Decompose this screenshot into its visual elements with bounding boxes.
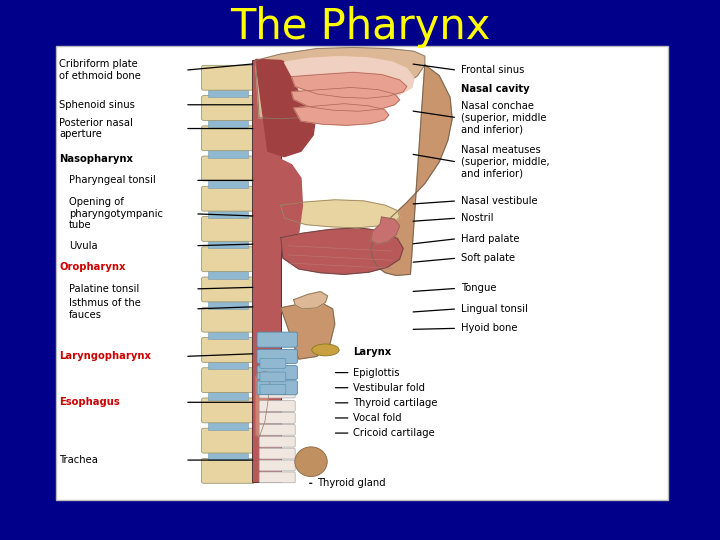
Text: Cricoid cartilage: Cricoid cartilage [353,428,435,438]
FancyBboxPatch shape [259,413,295,423]
FancyBboxPatch shape [202,277,255,302]
Polygon shape [284,57,414,102]
FancyBboxPatch shape [202,186,255,211]
FancyBboxPatch shape [259,448,295,459]
FancyBboxPatch shape [202,428,255,453]
Text: Nasal conchae
(superior, middle
and inferior): Nasal conchae (superior, middle and infe… [461,101,546,134]
Text: Posterior nasal
aperture: Posterior nasal aperture [59,118,133,139]
Text: Uvula: Uvula [69,241,98,251]
Polygon shape [256,372,270,437]
Text: Nasal vestibule: Nasal vestibule [461,196,537,206]
FancyBboxPatch shape [208,271,248,279]
Text: Cribriform plate
of ethmoid bone: Cribriform plate of ethmoid bone [59,59,141,81]
Text: Opening of
pharyngotympanic
tube: Opening of pharyngotympanic tube [69,197,163,231]
FancyBboxPatch shape [208,422,248,430]
Polygon shape [292,87,400,111]
Text: Esophagus: Esophagus [59,397,120,407]
FancyBboxPatch shape [259,401,295,411]
FancyBboxPatch shape [208,241,248,248]
FancyBboxPatch shape [208,90,248,97]
FancyBboxPatch shape [257,349,297,363]
FancyBboxPatch shape [202,398,255,423]
Text: Palatine tonsil: Palatine tonsil [69,284,140,294]
FancyBboxPatch shape [202,368,255,393]
Polygon shape [371,65,452,275]
Text: Frontal sinus: Frontal sinus [461,65,524,75]
FancyBboxPatch shape [259,472,295,483]
Polygon shape [292,72,407,98]
Text: Epiglottis: Epiglottis [353,368,400,377]
FancyBboxPatch shape [260,372,286,382]
Text: Vestibular fold: Vestibular fold [353,383,425,393]
Polygon shape [281,200,400,228]
FancyBboxPatch shape [202,156,255,181]
FancyBboxPatch shape [252,60,281,482]
Text: Soft palate: Soft palate [461,253,515,263]
Text: Lingual tonsil: Lingual tonsil [461,304,528,314]
FancyBboxPatch shape [202,65,255,90]
FancyBboxPatch shape [202,126,255,151]
Ellipse shape [295,447,327,477]
FancyBboxPatch shape [208,150,248,158]
FancyBboxPatch shape [208,120,248,127]
Text: Sphenoid sinus: Sphenoid sinus [59,100,135,110]
Text: Hard palate: Hard palate [461,234,519,244]
FancyBboxPatch shape [259,436,295,447]
Text: Tongue: Tongue [461,284,496,293]
Text: Laryngopharynx: Laryngopharynx [59,352,151,361]
FancyBboxPatch shape [208,362,248,369]
Polygon shape [371,217,400,244]
Text: Nostril: Nostril [461,213,493,223]
Text: Vocal fold: Vocal fold [353,413,402,423]
Text: Trachea: Trachea [59,455,98,465]
Text: Nasal meatuses
(superior, middle,
and inferior): Nasal meatuses (superior, middle, and in… [461,145,549,179]
Polygon shape [256,157,302,246]
Text: Thyroid cartilage: Thyroid cartilage [353,398,437,408]
FancyBboxPatch shape [260,359,286,368]
FancyBboxPatch shape [257,366,297,380]
FancyBboxPatch shape [56,46,668,500]
Text: Nasopharynx: Nasopharynx [59,154,133,164]
Polygon shape [294,292,328,309]
FancyBboxPatch shape [208,453,248,460]
FancyBboxPatch shape [208,332,248,339]
FancyBboxPatch shape [202,458,255,483]
FancyBboxPatch shape [202,307,255,332]
Ellipse shape [312,344,339,356]
FancyBboxPatch shape [259,460,295,471]
FancyBboxPatch shape [208,180,248,188]
FancyBboxPatch shape [202,338,255,362]
FancyBboxPatch shape [257,332,297,347]
FancyBboxPatch shape [202,96,255,120]
Polygon shape [281,303,335,359]
Text: The Pharynx: The Pharynx [230,6,490,48]
FancyBboxPatch shape [208,392,248,400]
FancyBboxPatch shape [202,217,255,241]
Text: Pharyngeal tonsil: Pharyngeal tonsil [69,176,156,185]
Text: Hyoid bone: Hyoid bone [461,323,517,333]
FancyBboxPatch shape [202,247,255,272]
Polygon shape [256,48,425,119]
FancyBboxPatch shape [208,301,248,309]
Polygon shape [294,104,389,125]
FancyBboxPatch shape [208,211,248,218]
Polygon shape [281,228,403,274]
FancyBboxPatch shape [260,384,286,394]
Text: Thyroid gland: Thyroid gland [317,478,385,488]
FancyBboxPatch shape [259,387,295,398]
Polygon shape [256,59,317,157]
FancyBboxPatch shape [257,381,297,395]
FancyBboxPatch shape [259,424,295,435]
Text: Nasal cavity: Nasal cavity [461,84,529,93]
Text: Isthmus of the
fauces: Isthmus of the fauces [69,298,141,320]
Text: Larynx: Larynx [353,347,391,357]
Text: Oropharynx: Oropharynx [59,262,125,272]
